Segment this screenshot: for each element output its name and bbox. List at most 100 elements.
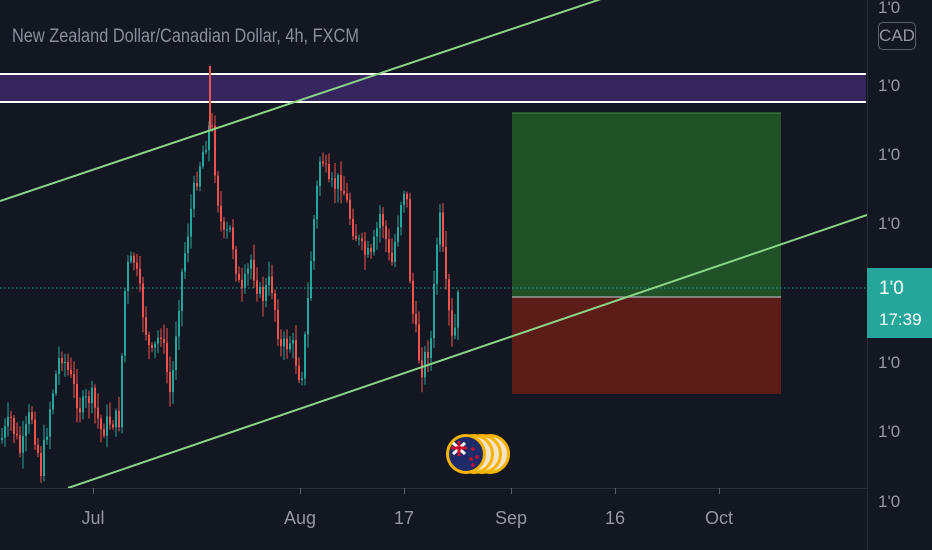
candle-body xyxy=(154,343,156,348)
candle-body xyxy=(319,161,321,186)
candle-body xyxy=(43,439,45,477)
price-chart-svg[interactable] xyxy=(0,0,867,488)
candle-body xyxy=(265,285,267,301)
bar-countdown: 17:39 xyxy=(879,310,922,329)
candle-body xyxy=(421,360,423,378)
candle-body xyxy=(382,214,384,226)
candle-body xyxy=(295,340,297,366)
candle-body xyxy=(157,337,159,344)
nzd-flag-icon[interactable] xyxy=(446,434,486,474)
candle-body xyxy=(340,175,342,191)
candle-body xyxy=(424,352,426,378)
candle-body xyxy=(82,396,84,413)
candle-body xyxy=(175,336,177,371)
candle-body xyxy=(172,370,174,393)
candle-body xyxy=(370,247,372,253)
candle-body xyxy=(337,175,339,189)
candle-body xyxy=(121,355,123,428)
candle-body xyxy=(139,268,141,284)
time-label-jul: Jul xyxy=(81,508,105,528)
candle-body xyxy=(376,228,378,237)
candle-body xyxy=(325,163,327,165)
candle-body xyxy=(313,219,315,262)
candle-body xyxy=(214,125,216,176)
candle-body xyxy=(394,241,396,263)
candle-body xyxy=(430,338,432,358)
time-label-sep: Sep xyxy=(494,508,528,528)
candle-body xyxy=(1,437,3,440)
candle-body xyxy=(127,261,129,292)
candle-body xyxy=(271,276,273,294)
candle-body xyxy=(385,225,387,240)
candle-body xyxy=(226,229,228,231)
candle-body xyxy=(79,408,81,413)
candle-body xyxy=(418,324,420,361)
candle-body xyxy=(136,262,138,269)
resistance-zone[interactable] xyxy=(0,74,866,102)
currency-button[interactable]: CAD xyxy=(878,22,916,50)
candle-body xyxy=(163,338,165,343)
candle-body xyxy=(196,182,198,187)
candle-body xyxy=(304,334,306,379)
price-tick: 1'0 xyxy=(878,76,901,95)
candle-body xyxy=(301,378,303,381)
candle-body xyxy=(349,199,351,219)
economic-events[interactable] xyxy=(446,434,510,480)
candle-body xyxy=(361,238,363,242)
current-price-value: 1'0 xyxy=(879,278,904,299)
time-label-17: 17 xyxy=(393,508,415,528)
candle-body xyxy=(322,161,324,164)
candle-body xyxy=(250,259,252,269)
candle-body xyxy=(277,309,279,340)
candle-body xyxy=(268,276,270,286)
candle-body xyxy=(22,436,24,453)
candle-body xyxy=(67,361,69,370)
candle-body xyxy=(145,317,147,335)
candle-body xyxy=(61,358,63,364)
position-profit-zone[interactable] xyxy=(512,113,781,297)
candle-body xyxy=(124,291,126,356)
time-label-aug: Aug xyxy=(283,508,317,528)
candle-body xyxy=(292,340,294,344)
candle-body xyxy=(46,436,48,440)
candle-body xyxy=(88,396,90,404)
candle-body xyxy=(34,419,36,445)
candle-body xyxy=(442,212,444,247)
time-tick-mark xyxy=(93,488,94,494)
candle-body xyxy=(220,205,222,222)
position-loss-zone[interactable] xyxy=(512,297,781,394)
candle-body xyxy=(427,352,429,358)
time-tick-mark xyxy=(300,488,301,494)
candle-body xyxy=(274,293,276,310)
candle-body xyxy=(373,236,375,253)
candle-body xyxy=(241,279,243,288)
candle-body xyxy=(91,387,93,404)
chart-canvas[interactable]: New Zealand Dollar/Canadian Dollar, 4h, … xyxy=(0,0,867,488)
candle-body xyxy=(133,255,135,263)
candle-body xyxy=(52,393,54,410)
candle-body xyxy=(388,239,390,253)
candle-body xyxy=(439,212,441,245)
candle-body xyxy=(190,208,192,237)
candle-body xyxy=(451,310,453,336)
candle-body xyxy=(100,418,102,430)
candle-body xyxy=(331,178,333,180)
candle-body xyxy=(76,383,78,409)
candle-body xyxy=(160,337,162,339)
time-axis[interactable] xyxy=(0,488,867,550)
candle-body xyxy=(49,409,51,437)
candle-body xyxy=(25,424,27,437)
candle-body xyxy=(448,279,450,311)
current-price-tag: 1'0 17:39 xyxy=(867,268,932,338)
candle-body xyxy=(358,238,360,240)
candle-body xyxy=(343,190,345,194)
candle-body xyxy=(199,166,201,187)
candle-body xyxy=(19,435,21,453)
price-tick: 1'0 xyxy=(878,145,901,164)
candle-body xyxy=(334,178,336,189)
channel-upper-line[interactable] xyxy=(0,0,610,202)
candle-body xyxy=(457,291,459,328)
candle-body xyxy=(13,418,15,434)
channel-lower-line[interactable] xyxy=(67,214,867,488)
candle-body xyxy=(232,227,234,250)
